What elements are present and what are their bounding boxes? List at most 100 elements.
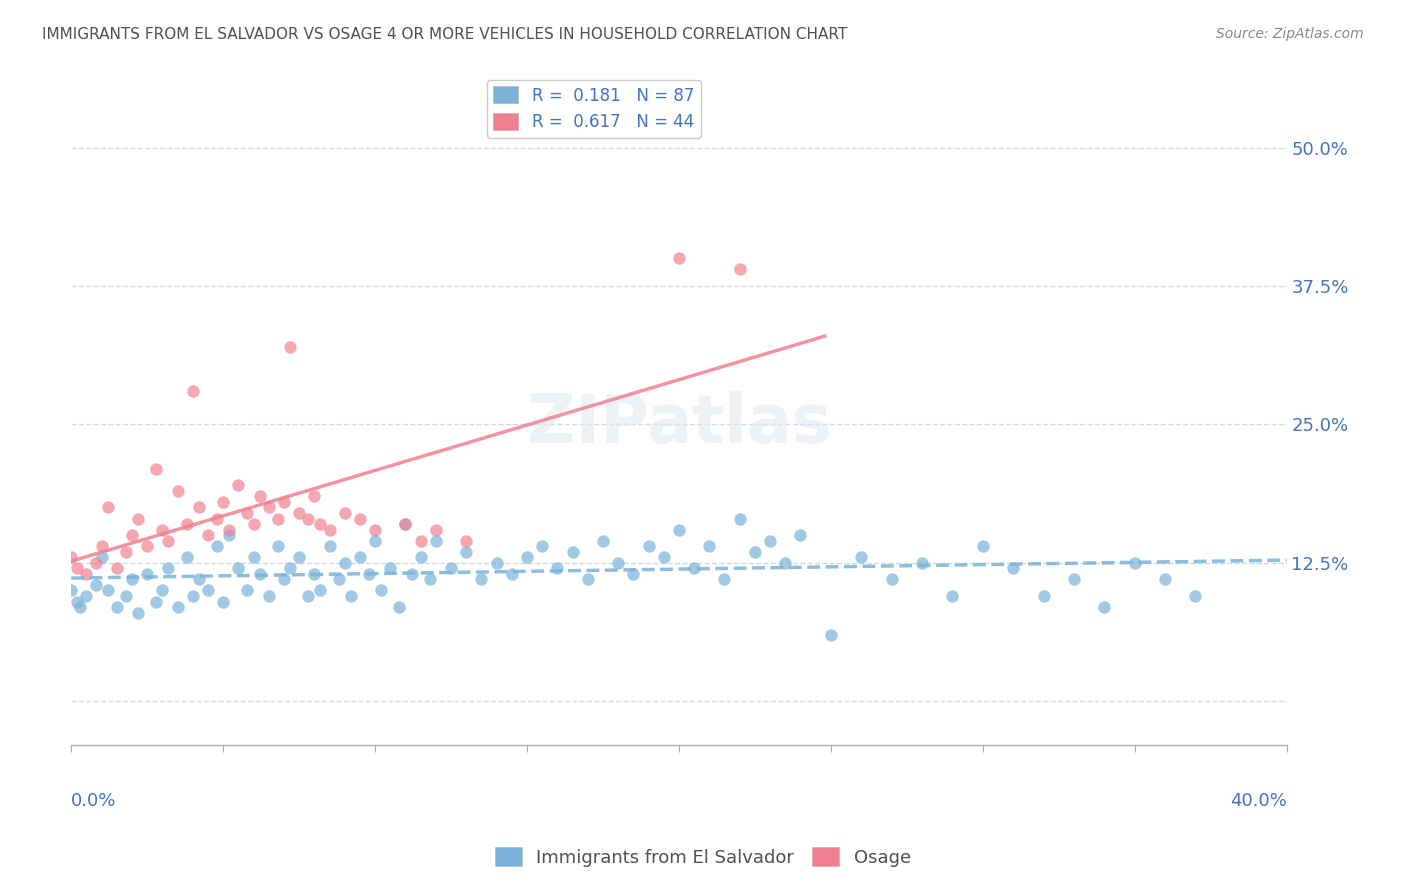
Point	[297, 511, 319, 525]
Point	[759, 533, 782, 548]
Point	[97, 500, 120, 515]
Point	[84, 556, 107, 570]
Point	[425, 533, 447, 548]
Point	[105, 561, 128, 575]
Point	[136, 539, 159, 553]
Point	[75, 566, 97, 581]
Point	[145, 594, 167, 608]
Point	[370, 583, 392, 598]
Point	[456, 545, 478, 559]
Point	[1002, 561, 1025, 575]
Point	[388, 600, 411, 615]
Point	[228, 478, 250, 492]
Point	[90, 539, 112, 553]
Point	[409, 533, 432, 548]
Point	[409, 550, 432, 565]
Point	[1032, 589, 1054, 603]
Point	[105, 600, 128, 615]
Point	[333, 506, 356, 520]
Point	[242, 550, 264, 565]
Point	[1154, 573, 1177, 587]
Point	[90, 550, 112, 565]
Point	[309, 517, 332, 532]
Point	[470, 573, 492, 587]
Point	[607, 556, 630, 570]
Point	[205, 511, 228, 525]
Point	[394, 517, 416, 532]
Point	[267, 539, 290, 553]
Point	[364, 523, 387, 537]
Point	[349, 550, 371, 565]
Point	[637, 539, 659, 553]
Point	[1063, 573, 1085, 587]
Point	[401, 566, 423, 581]
Point	[531, 539, 554, 553]
Point	[1123, 556, 1146, 570]
Point	[218, 528, 240, 542]
Point	[728, 262, 751, 277]
Point	[364, 533, 387, 548]
Point	[75, 589, 97, 603]
Point	[621, 566, 644, 581]
Point	[339, 589, 361, 603]
Point	[652, 550, 675, 565]
Point	[297, 589, 319, 603]
Point	[546, 561, 568, 575]
Point	[425, 523, 447, 537]
Point	[288, 506, 311, 520]
Legend: Immigrants from El Salvador, Osage: Immigrants from El Salvador, Osage	[488, 840, 918, 874]
Text: Source: ZipAtlas.com: Source: ZipAtlas.com	[1216, 27, 1364, 41]
Point	[267, 511, 290, 525]
Point	[176, 517, 198, 532]
Point	[1092, 600, 1115, 615]
Point	[456, 533, 478, 548]
Point	[121, 528, 143, 542]
Point	[713, 573, 735, 587]
Point	[419, 573, 441, 587]
Point	[66, 561, 89, 575]
Point	[69, 600, 91, 615]
Point	[115, 589, 138, 603]
Point	[851, 550, 873, 565]
Point	[60, 550, 83, 565]
Point	[576, 573, 599, 587]
Point	[187, 573, 209, 587]
Point	[197, 583, 219, 598]
Point	[309, 583, 332, 598]
Point	[150, 583, 173, 598]
Point	[668, 252, 690, 266]
Point	[197, 528, 219, 542]
Point	[145, 461, 167, 475]
Point	[150, 523, 173, 537]
Point	[380, 561, 402, 575]
Point	[357, 566, 380, 581]
Point	[242, 517, 264, 532]
Point	[349, 511, 371, 525]
Point	[181, 589, 204, 603]
Point	[115, 545, 138, 559]
Text: 40.0%: 40.0%	[1230, 792, 1286, 810]
Point	[273, 573, 295, 587]
Point	[775, 556, 797, 570]
Point	[212, 495, 235, 509]
Point	[1184, 589, 1206, 603]
Point	[941, 589, 963, 603]
Point	[157, 561, 180, 575]
Point	[501, 566, 523, 581]
Point	[121, 573, 143, 587]
Point	[278, 340, 301, 354]
Point	[668, 523, 690, 537]
Point	[257, 589, 280, 603]
Point	[236, 506, 259, 520]
Point	[127, 511, 149, 525]
Point	[333, 556, 356, 570]
Legend: R =  0.181   N = 87, R =  0.617   N = 44: R = 0.181 N = 87, R = 0.617 N = 44	[486, 79, 700, 137]
Point	[485, 556, 508, 570]
Point	[166, 483, 188, 498]
Point	[97, 583, 120, 598]
Text: ZIPatlas: ZIPatlas	[527, 392, 831, 458]
Point	[440, 561, 463, 575]
Point	[218, 523, 240, 537]
Point	[820, 628, 842, 642]
Point	[972, 539, 994, 553]
